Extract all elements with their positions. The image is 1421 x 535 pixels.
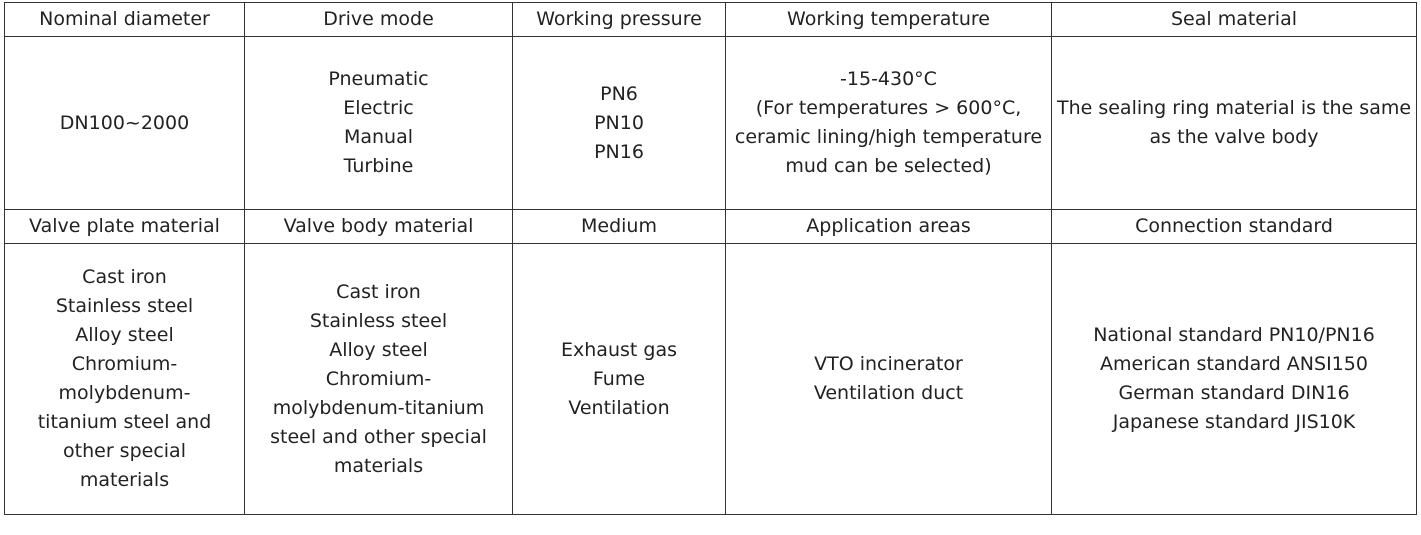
cell-line: VTO incinerator — [814, 353, 963, 375]
header-cell: Working pressure — [512, 2, 726, 37]
data-cell: Cast iron Stainless steel Alloy steel Chrom… — [4, 243, 245, 515]
cell-line: (For temperatures > 600°C, ceramic linin… — [734, 97, 1043, 177]
data-row: DN100~2000 Pneumatic Electric Manual Turbine… — [4, 36, 1417, 210]
data-cell: Pneumatic Electric Manual Turbine — [244, 36, 513, 210]
cell-text: Connection standard — [1135, 215, 1333, 237]
header-cell: Nominal diameter — [4, 2, 245, 37]
cell-line: Alloy steel — [329, 338, 428, 361]
cell-line: PN16 — [594, 140, 644, 163]
cell-line: Chromium-molybdenum-titanium steel and o… — [270, 367, 487, 477]
cell-text: The sealing ring material is the same as… — [1056, 97, 1412, 148]
cell-text: Medium — [581, 215, 657, 237]
data-cell: Exhaust gas Fume Ventilation — [512, 243, 726, 515]
data-cell: -15-430°C (For temperatures > 600°C, cera… — [725, 36, 1052, 210]
cell-line: Chromium-molybdenum-titanium steel and o… — [37, 353, 212, 491]
cell-line: PN10 — [594, 111, 644, 134]
cell-line: Cast iron — [336, 280, 421, 303]
cell-line: -15-430°C — [840, 68, 937, 90]
header-cell: Medium — [512, 209, 726, 244]
data-row: Cast iron Stainless steel Alloy steel Chrom… — [4, 243, 1417, 515]
cell-line: American standard ANSI150 — [1100, 353, 1368, 375]
cell-line: Ventilation — [568, 396, 670, 419]
header-cell: Connection standard — [1051, 209, 1417, 244]
cell-text: Nominal diameter — [39, 8, 210, 30]
data-cell: National standard PN10/PN16 American stan… — [1051, 243, 1417, 515]
cell-text: Application areas — [806, 215, 971, 237]
header-row: Nominal diameter Drive mode Working pressu… — [4, 2, 1417, 37]
data-cell: Cast iron Stainless steel Alloy steel Chrom… — [244, 243, 513, 515]
header-cell: Working temperature — [725, 2, 1052, 37]
cell-line: PN6 — [600, 82, 638, 105]
header-cell: Valve plate material — [4, 209, 245, 244]
spec-table: Nominal diameter Drive mode Working pressu… — [4, 2, 1417, 515]
cell-text: Working temperature — [787, 8, 990, 30]
cell-line: Stainless steel — [309, 309, 448, 332]
header-cell: Seal material — [1051, 2, 1417, 37]
cell-line: Ventilation duct — [813, 382, 964, 404]
header-cell: Application areas — [725, 209, 1052, 244]
cell-line: Electric — [343, 97, 414, 119]
cell-line: Alloy steel — [75, 324, 174, 346]
cell-text: DN100~2000 — [59, 111, 190, 134]
cell-text: Valve plate material — [29, 215, 220, 237]
header-cell: Valve body material — [244, 209, 513, 244]
cell-line: Manual — [343, 126, 414, 148]
cell-line: Pneumatic — [328, 68, 429, 90]
data-cell: PN6 PN10 PN16 — [512, 36, 726, 210]
cell-line: Exhaust gas — [561, 338, 677, 361]
cell-text: Seal material — [1170, 8, 1297, 30]
cell-text: Valve body material — [283, 215, 474, 237]
data-cell: VTO incinerator Ventilation duct — [725, 243, 1052, 515]
cell-line: National standard PN10/PN16 — [1093, 324, 1375, 346]
cell-line: Turbine — [343, 155, 414, 177]
cell-text: Drive mode — [323, 8, 434, 30]
data-cell: DN100~2000 — [4, 36, 245, 210]
header-cell: Drive mode — [244, 2, 513, 37]
cell-line: Japanese standard JIS10K — [1112, 411, 1356, 433]
cell-line: German standard DIN16 — [1118, 382, 1350, 404]
cell-line: Cast iron — [82, 266, 167, 288]
cell-line: Fume — [592, 367, 646, 390]
cell-line: Stainless steel — [55, 295, 194, 317]
header-row: Valve plate material Valve body material M… — [4, 209, 1417, 244]
data-cell: The sealing ring material is the same as… — [1051, 36, 1417, 210]
cell-text: Working pressure — [536, 8, 702, 30]
